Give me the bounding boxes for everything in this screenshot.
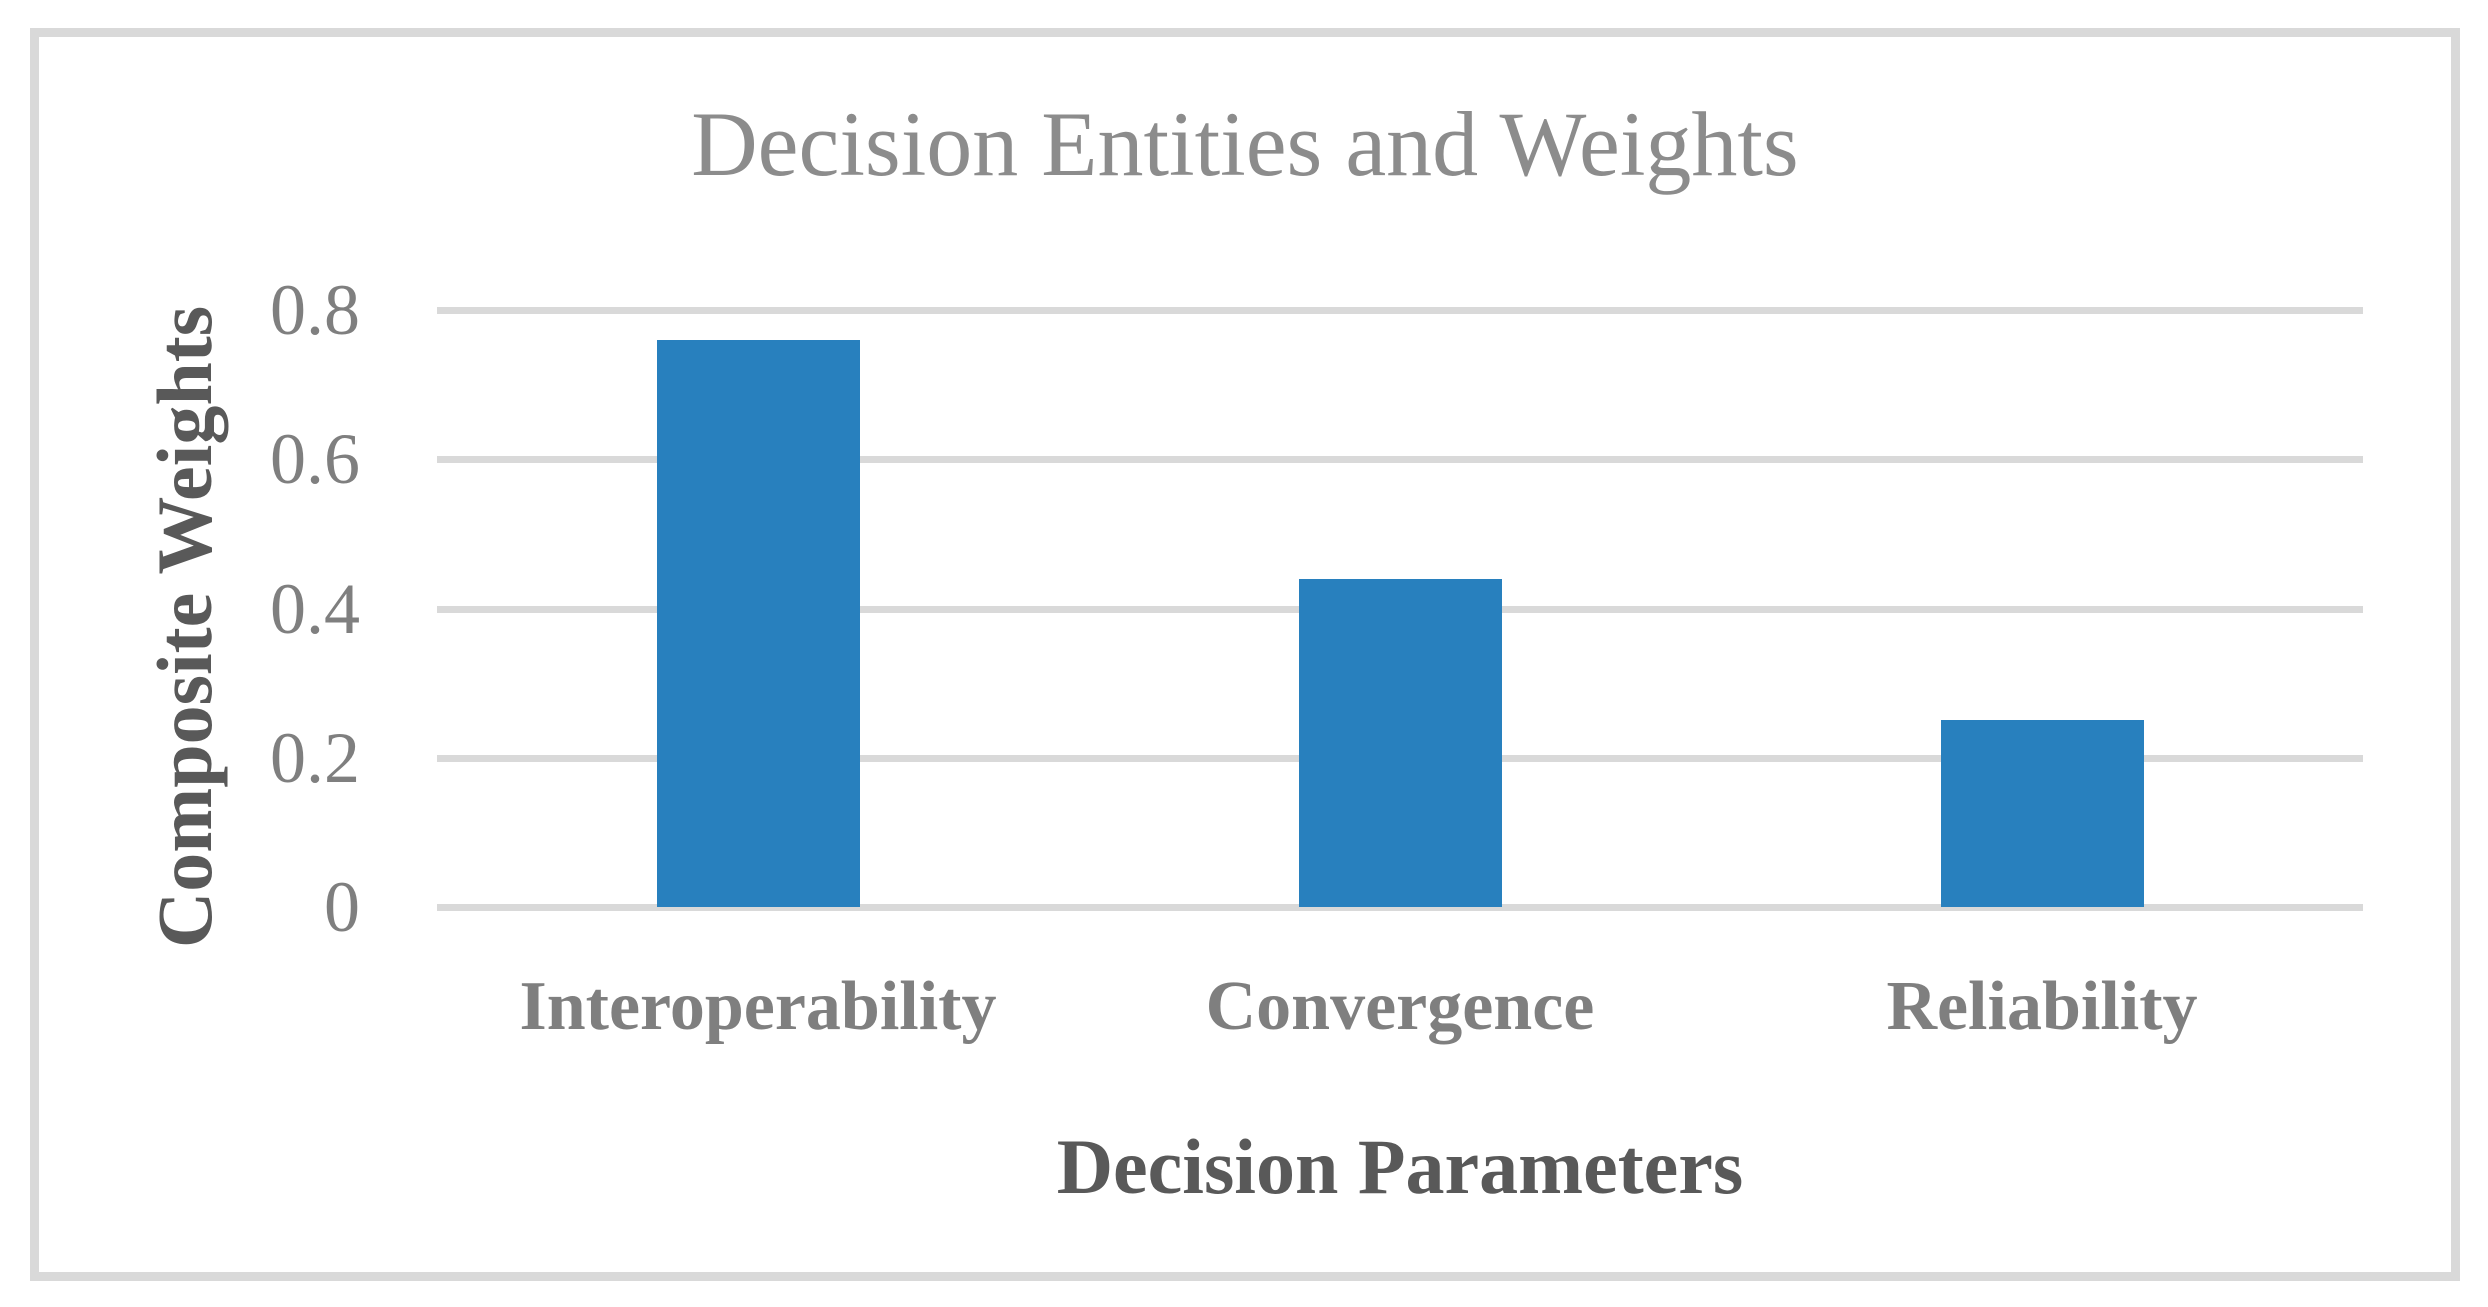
y-tick-label-0: 0 [324,867,360,947]
bar-reliability [1940,720,2144,907]
chart-title: Decision Entities and Weights [691,93,1799,195]
y-tick-label-0.8: 0.8 [270,270,360,350]
gridline-0.8 [437,307,2363,314]
chart-frame-border [30,28,2460,1281]
plot-area [437,307,2363,911]
category-label-reliability: Reliability [1886,968,2198,1045]
bar-interoperability [656,339,860,907]
x-axis-title: Decision Parameters [1056,1123,1744,1210]
x-axis-category-labels: Interoperability Convergence Reliability [437,972,2363,1042]
bar-convergence [1298,578,1502,907]
gridline-0.6 [437,456,2363,464]
y-tick-label-0.4: 0.4 [270,568,360,649]
y-tick-label-0.2: 0.2 [270,717,360,798]
gridline-0 [437,904,2363,911]
y-tick-label-0.6: 0.6 [270,419,360,500]
category-label-interoperability: Interoperability [519,968,997,1045]
category-label-convergence: Convergence [1205,968,1595,1045]
